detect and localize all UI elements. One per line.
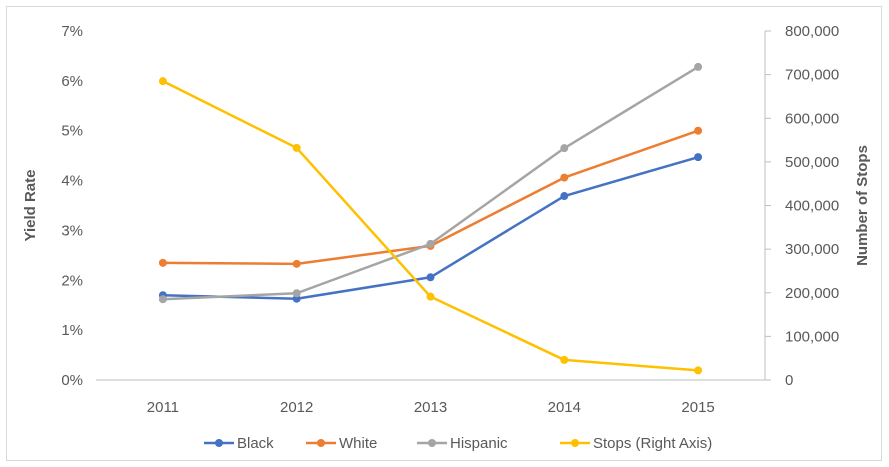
series-point-black — [292, 294, 301, 303]
right-tick-label: 100,000 — [785, 328, 839, 345]
right-tick-label: 700,000 — [785, 67, 839, 84]
series-point-white — [158, 258, 167, 267]
series-point-stops-right-axis — [694, 366, 703, 375]
right-axis-title: Number of Stops — [854, 145, 871, 266]
legend-marker-black — [215, 439, 223, 447]
series-point-stops-right-axis — [560, 355, 569, 364]
right-tick-label: 500,000 — [785, 154, 839, 171]
x-tick-label: 2014 — [548, 399, 581, 416]
series-line-stops-right-axis — [162, 80, 699, 372]
left-tick-label: 0% — [61, 372, 83, 389]
series-point-stops-right-axis — [158, 77, 167, 86]
legend-label-black: Black — [237, 435, 274, 452]
series-point-white — [292, 259, 301, 268]
series-point-hispanic — [292, 289, 301, 298]
series-point-black — [560, 192, 569, 201]
left-tick-label: 5% — [61, 123, 83, 140]
x-tick-label: 2012 — [280, 399, 313, 416]
left-axis-title: Yield Rate — [22, 170, 39, 242]
series-point-hispanic — [694, 62, 703, 71]
left-tick-label: 1% — [61, 322, 83, 339]
x-tick-label: 2011 — [147, 399, 179, 416]
series-point-stops-right-axis — [292, 143, 301, 152]
legend-label-white: White — [339, 435, 377, 452]
left-tick-label: 6% — [61, 73, 83, 90]
right-tick-label: 800,000 — [785, 23, 839, 40]
series-point-white — [560, 173, 569, 182]
series-point-white — [694, 126, 703, 135]
left-tick-label: 4% — [61, 173, 83, 190]
left-tick-label: 7% — [61, 23, 83, 40]
legend-label-stops-right-axis: Stops (Right Axis) — [593, 435, 712, 452]
right-tick-label: 600,000 — [785, 110, 839, 127]
left-tick-label: 2% — [61, 272, 83, 289]
legend-marker-hispanic — [428, 439, 436, 447]
series-point-black — [426, 273, 435, 282]
right-tick-label: 400,000 — [785, 198, 839, 215]
x-tick-label: 2013 — [414, 399, 447, 416]
x-tick-label: 2015 — [681, 399, 714, 416]
series-point-stops-right-axis — [426, 292, 435, 301]
right-tick-label: 300,000 — [785, 241, 839, 258]
legend-marker-white — [317, 439, 325, 447]
series-point-black — [694, 153, 703, 162]
legend-marker-stops-right-axis — [571, 439, 579, 447]
series-point-hispanic — [158, 295, 167, 304]
series-point-hispanic — [426, 239, 435, 248]
series-point-hispanic — [560, 144, 569, 153]
left-tick-label: 3% — [61, 222, 83, 239]
legend-label-hispanic: Hispanic — [450, 435, 508, 452]
right-tick-label: 200,000 — [785, 285, 839, 302]
right-tick-label: 0 — [785, 372, 793, 389]
